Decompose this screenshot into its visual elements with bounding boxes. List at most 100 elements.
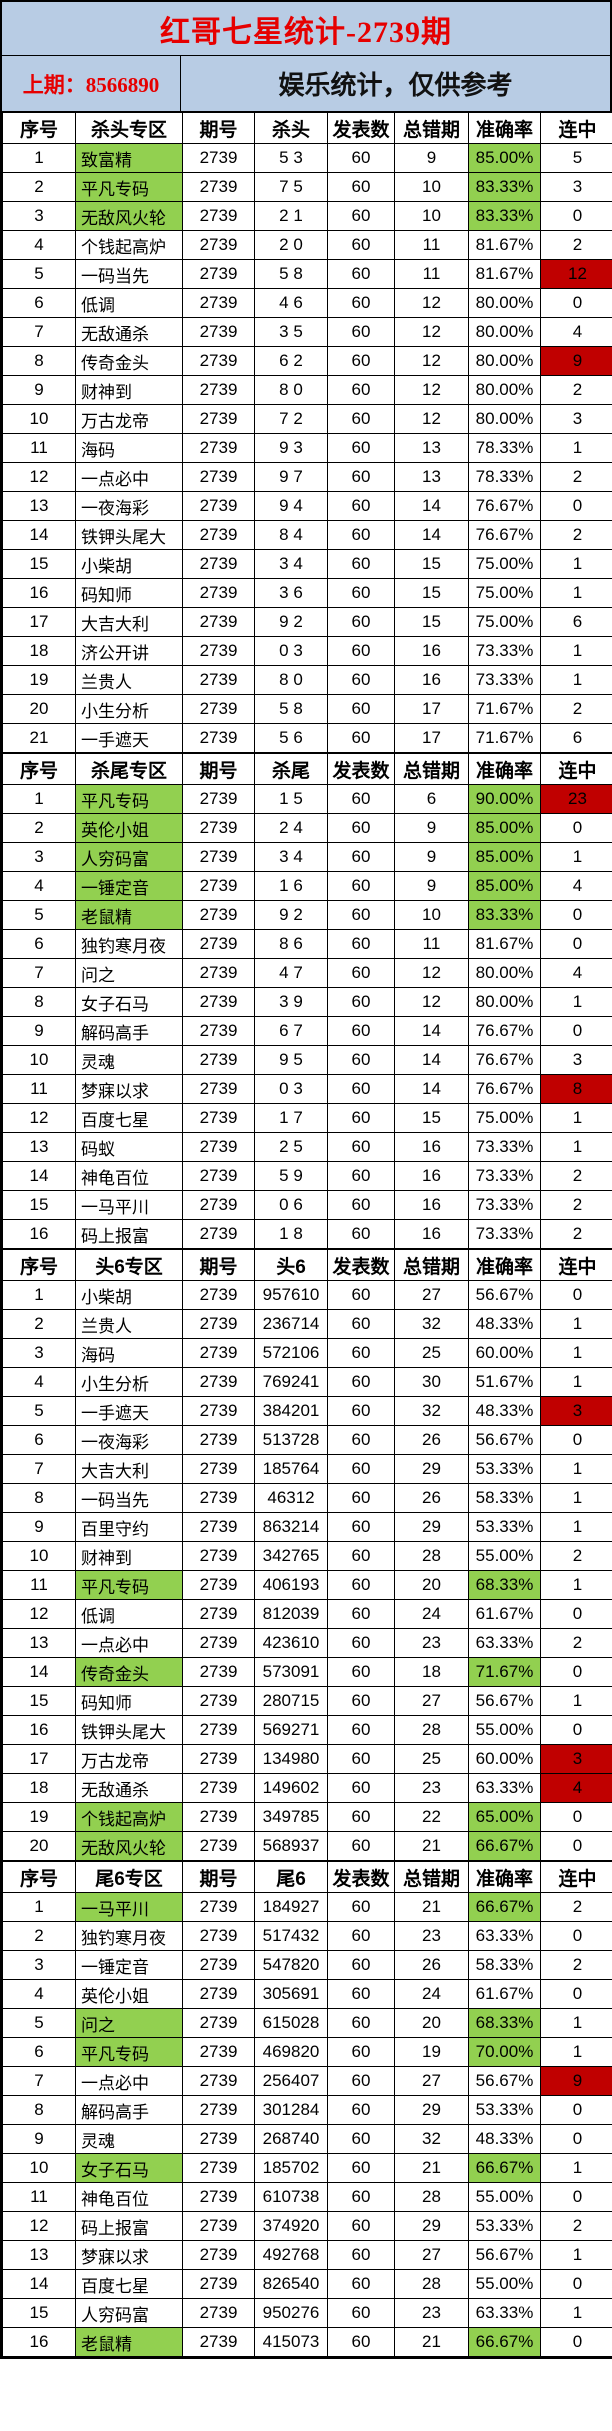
cell-accuracy: 75.00%	[468, 578, 541, 608]
cell-published: 60	[327, 1103, 395, 1133]
cell-total-errors: 9	[394, 842, 469, 872]
cell-issue: 2739	[182, 1219, 255, 1249]
cell-name: 无敌通杀	[75, 317, 183, 347]
column-header-issue: 期号	[182, 753, 255, 785]
cell-issue: 2739	[182, 1016, 255, 1046]
stats-table-尾6专区: 序号 尾6专区 期号 尾6 发表数 总错期 准确率 连中 1 一马平川 2739 184927 60 21…	[2, 1861, 612, 2357]
cell-issue: 2739	[182, 958, 255, 988]
cell-published: 60	[327, 2153, 395, 2183]
cell-seq: 9	[2, 2124, 76, 2154]
cell-seq: 5	[2, 259, 76, 289]
table-row: 5 一码当先 2739 5 8 60 11 81.67% 12	[2, 259, 612, 289]
cell-seq: 17	[2, 607, 76, 637]
column-header-published: 发表数	[327, 753, 395, 785]
cell-seq: 3	[2, 1950, 76, 1980]
cell-issue: 2739	[182, 1367, 255, 1397]
cell-issue: 2739	[182, 1454, 255, 1484]
column-header-name: 头6专区	[75, 1249, 183, 1281]
cell-accuracy: 80.00%	[468, 987, 541, 1017]
cell-published: 60	[327, 1280, 395, 1310]
cell-published: 60	[327, 958, 395, 988]
cell-issue: 2739	[182, 433, 255, 463]
cell-total-errors: 18	[394, 1657, 469, 1687]
cell-published: 60	[327, 1570, 395, 1600]
cell-accuracy: 83.33%	[468, 172, 541, 202]
cell-streak: 8	[540, 1074, 612, 1104]
cell-name: 传奇金头	[75, 1657, 183, 1687]
cell-seq: 2	[2, 172, 76, 202]
cell-name: 财神到	[75, 375, 183, 405]
column-header-accuracy: 准确率	[468, 753, 541, 785]
column-header-value: 杀尾	[254, 753, 328, 785]
cell-seq: 8	[2, 987, 76, 1017]
cell-total-errors: 12	[394, 958, 469, 988]
cell-published: 60	[327, 578, 395, 608]
cell-accuracy: 60.00%	[468, 1744, 541, 1774]
cell-streak: 2	[540, 1219, 612, 1249]
cell-issue: 2739	[182, 1045, 255, 1075]
table-row: 5 老鼠精 2739 9 2 60 10 83.33% 0	[2, 900, 612, 930]
cell-total-errors: 27	[394, 1280, 469, 1310]
cell-value: 950276	[254, 2298, 328, 2328]
cell-streak: 2	[540, 1161, 612, 1191]
cell-accuracy: 80.00%	[468, 958, 541, 988]
cell-accuracy: 56.67%	[468, 2240, 541, 2270]
cell-seq: 15	[2, 1190, 76, 1220]
cell-total-errors: 15	[394, 549, 469, 579]
table-row: 17 万古龙帝 2739 134980 60 25 60.00% 3	[2, 1744, 612, 1774]
cell-accuracy: 66.67%	[468, 2327, 541, 2357]
cell-issue: 2739	[182, 1599, 255, 1629]
cell-seq: 8	[2, 2095, 76, 2125]
cell-accuracy: 65.00%	[468, 1802, 541, 1832]
cell-name: 问之	[75, 2008, 183, 2038]
cell-seq: 7	[2, 2066, 76, 2096]
cell-published: 60	[327, 1599, 395, 1629]
cell-issue: 2739	[182, 346, 255, 376]
table-row: 2 平凡专码 2739 7 5 60 10 83.33% 3	[2, 172, 612, 202]
cell-seq: 7	[2, 1454, 76, 1484]
cell-streak: 1	[540, 665, 612, 695]
table-row: 7 一点必中 2739 256407 60 27 56.67% 9	[2, 2066, 612, 2096]
cell-issue: 2739	[182, 2153, 255, 2183]
cell-value: 423610	[254, 1628, 328, 1658]
table-row: 3 一锤定音 2739 547820 60 26 58.33% 2	[2, 1950, 612, 1980]
cell-published: 60	[327, 549, 395, 579]
cell-issue: 2739	[182, 1979, 255, 2009]
cell-streak: 2	[540, 2211, 612, 2241]
cell-value: 1 6	[254, 871, 328, 901]
cell-accuracy: 76.67%	[468, 1074, 541, 1104]
cell-streak: 4	[540, 871, 612, 901]
cell-issue: 2739	[182, 2124, 255, 2154]
cell-total-errors: 32	[394, 2124, 469, 2154]
cell-name: 小生分析	[75, 1367, 183, 1397]
cell-published: 60	[327, 900, 395, 930]
cell-name: 女子石马	[75, 987, 183, 1017]
cell-seq: 4	[2, 230, 76, 260]
cell-accuracy: 70.00%	[468, 2037, 541, 2067]
cell-published: 60	[327, 1628, 395, 1658]
cell-name: 一锤定音	[75, 871, 183, 901]
cell-accuracy: 90.00%	[468, 784, 541, 814]
cell-published: 60	[327, 2269, 395, 2299]
cell-name: 一码当先	[75, 259, 183, 289]
cell-name: 一码当先	[75, 1483, 183, 1513]
cell-accuracy: 81.67%	[468, 259, 541, 289]
cell-issue: 2739	[182, 2240, 255, 2270]
cell-accuracy: 80.00%	[468, 404, 541, 434]
cell-name: 女子石马	[75, 2153, 183, 2183]
cell-accuracy: 53.33%	[468, 1512, 541, 1542]
cell-total-errors: 12	[394, 987, 469, 1017]
cell-seq: 13	[2, 2240, 76, 2270]
cell-streak: 3	[540, 172, 612, 202]
cell-total-errors: 27	[394, 2240, 469, 2270]
cell-issue: 2739	[182, 288, 255, 318]
table-row: 14 神龟百位 2739 5 9 60 16 73.33% 2	[2, 1161, 612, 1191]
cell-value: 1 8	[254, 1219, 328, 1249]
cell-total-errors: 21	[394, 2153, 469, 2183]
cell-value: 812039	[254, 1599, 328, 1629]
cell-published: 60	[327, 1512, 395, 1542]
cell-value: 547820	[254, 1950, 328, 1980]
cell-seq: 5	[2, 2008, 76, 2038]
table-row: 1 致富精 2739 5 3 60 9 85.00% 5	[2, 143, 612, 173]
column-header-accuracy: 准确率	[468, 112, 541, 144]
